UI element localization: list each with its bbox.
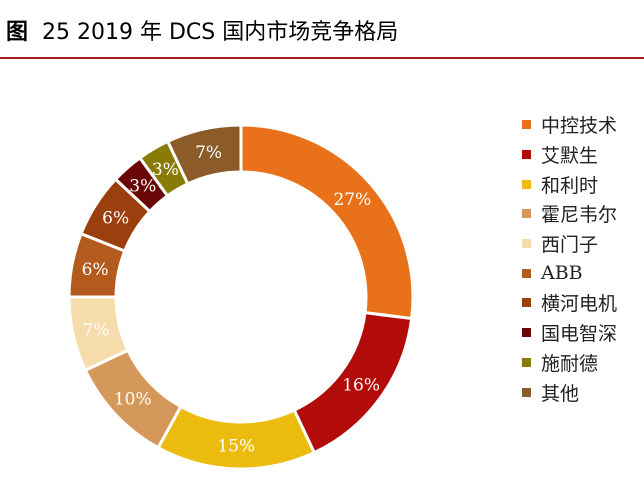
legend-item-1: 中控技术: [522, 110, 617, 140]
donut-labels: 27%16%15%10%7%6%6%3%3%7%: [82, 143, 380, 456]
chart-legend: 中控技术艾默生和利时霍尼韦尔西门子 ABB 横河电机国电智深施耐德其他: [522, 110, 617, 407]
legend-item-2: 艾默生: [522, 140, 617, 170]
legend-label: 施耐德: [541, 352, 599, 375]
slice-label-6: 6%: [82, 260, 109, 280]
chart-title: 图 25 2019 年 DCS 国内市场竞争格局: [6, 14, 398, 46]
legend-item-7: 横河电机: [522, 288, 617, 318]
legend-item-3: 和利时: [522, 169, 617, 199]
legend-item-10: 其他: [522, 377, 617, 407]
slice-label-9: 3%: [152, 160, 179, 180]
donut-slices: [67, 123, 415, 471]
slice-label-3: 15%: [217, 436, 255, 456]
slice-10: [165, 123, 243, 186]
title-bar: 图 25 2019 年 DCS 国内市场竞争格局: [0, 0, 644, 59]
legend-item-9: 施耐德: [522, 348, 617, 378]
slice-label-1: 27%: [333, 190, 371, 210]
slice-label-2: 16%: [342, 375, 380, 395]
legend-label: 西门子: [541, 234, 599, 257]
legend-label: 和利时: [541, 174, 599, 197]
slice-label-4: 10%: [114, 390, 152, 410]
legend-swatch: [522, 298, 531, 308]
legend-swatch: [522, 387, 531, 397]
legend-item-8: 国电智深: [522, 318, 617, 348]
title-divider: [0, 57, 644, 59]
legend-item-6: ABB: [522, 258, 617, 288]
legend-label: 其他: [541, 382, 580, 405]
legend-label: 霍尼韦尔: [541, 204, 618, 227]
legend-swatch: [522, 120, 531, 130]
legend-label: 中控技术: [541, 115, 618, 138]
legend-swatch: [522, 209, 531, 219]
chart-title-text: 25 2019 年 DCS 国内市场竞争格局: [42, 20, 399, 45]
slice-label-8: 3%: [129, 177, 156, 197]
legend-swatch: [522, 150, 531, 160]
legend-item-4: 霍尼韦尔: [522, 199, 617, 229]
legend-label: 艾默生: [541, 145, 599, 168]
slice-label-7: 6%: [102, 208, 129, 228]
slice-label-5: 7%: [83, 320, 110, 340]
legend-label: ABB: [541, 262, 583, 285]
legend-item-5: 西门子: [522, 229, 617, 259]
slice-label-10: 7%: [195, 143, 222, 163]
legend-swatch: [522, 179, 531, 189]
legend-label: 国电智深: [541, 323, 618, 346]
figure-label: 图: [6, 20, 29, 45]
legend-label: 横河电机: [541, 293, 618, 316]
legend-swatch: [522, 239, 531, 249]
legend-swatch: [522, 357, 531, 367]
legend-swatch: [522, 268, 531, 278]
legend-swatch: [522, 328, 531, 338]
slice-1: [239, 123, 415, 321]
